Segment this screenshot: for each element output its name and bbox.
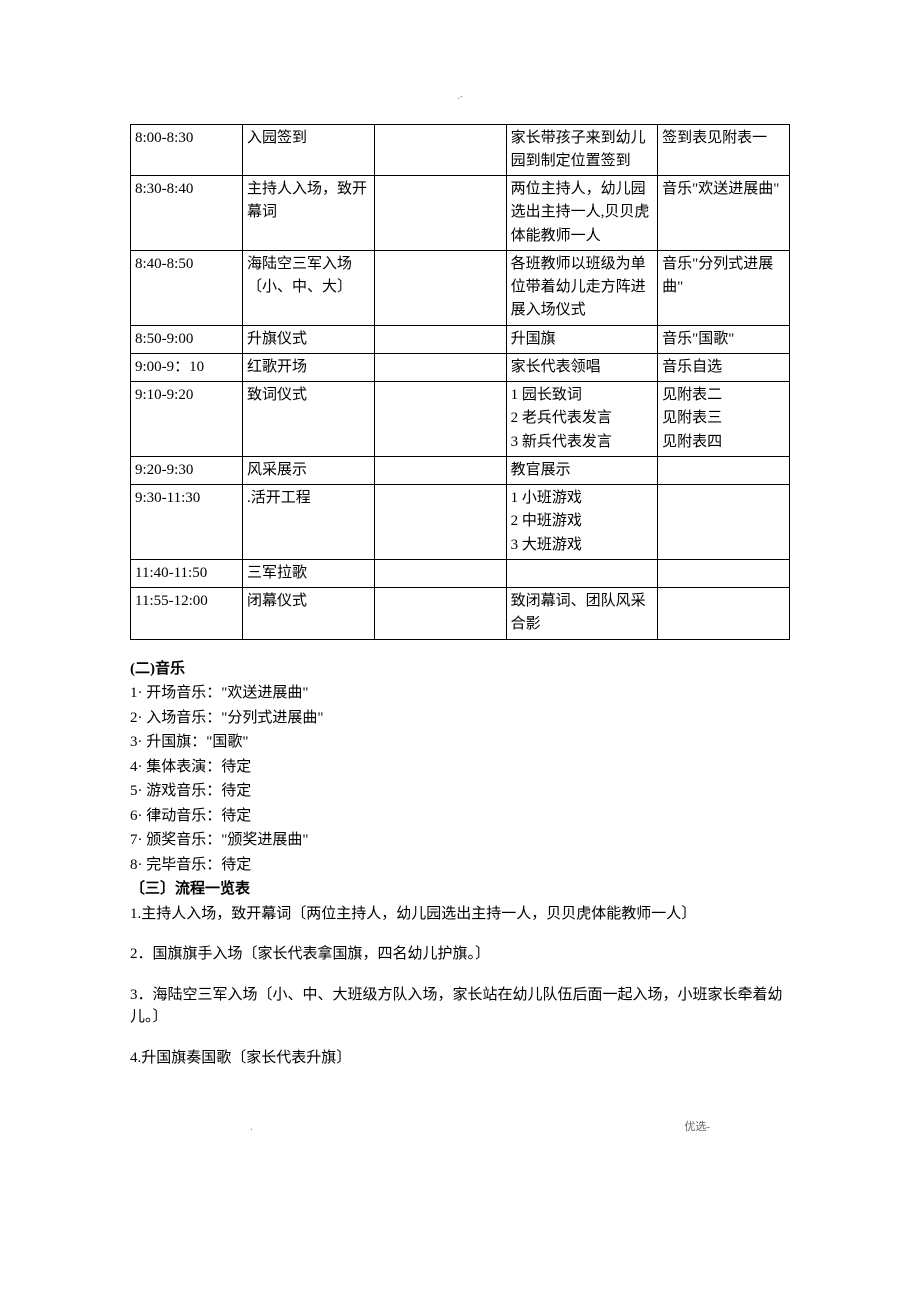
cell-blank bbox=[374, 124, 506, 176]
music-items: 1· 开场音乐："欢送进展曲"2· 入场音乐："分列式进展曲"3· 升国旗："国… bbox=[130, 682, 790, 876]
music-item: 1· 开场音乐："欢送进展曲" bbox=[130, 682, 790, 705]
table-row: 8:30-8:40主持人入场，致开幕词 两位主持人，幼儿园选出主持一人,贝贝虎体能… bbox=[131, 176, 790, 251]
cell-item: 主持人入场，致开幕词 bbox=[243, 176, 375, 251]
cell-note: 音乐"国歌" bbox=[658, 325, 790, 353]
cell-desc: 家长代表领唱 bbox=[506, 353, 658, 381]
page-footer: . 优选- bbox=[130, 1119, 790, 1136]
cell-note bbox=[658, 559, 790, 587]
cell-desc: 两位主持人，幼儿园选出主持一人,贝贝虎体能教师一人 bbox=[506, 176, 658, 251]
cell-desc: 1 园长致词2 老兵代表发言3 新兵代表发言 bbox=[506, 382, 658, 457]
cell-blank bbox=[374, 353, 506, 381]
cell-item: 入园签到 bbox=[243, 124, 375, 176]
cell-desc bbox=[506, 559, 658, 587]
table-row: 11:40-11:50三军拉歌 bbox=[131, 559, 790, 587]
table-row: 8:50-9:00升旗仪式 升国旗音乐"国歌" bbox=[131, 325, 790, 353]
cell-blank bbox=[374, 382, 506, 457]
cell-item: 闭幕仪式 bbox=[243, 588, 375, 640]
cell-desc: 1 小班游戏2 中班游戏3 大班游戏 bbox=[506, 485, 658, 560]
cell-time: 9:20-9:30 bbox=[131, 456, 243, 484]
cell-time: 9:10-9:20 bbox=[131, 382, 243, 457]
process-item: 2．国旗旗手入场〔家长代表拿国旗，四名幼儿护旗。〕 bbox=[130, 943, 790, 966]
table-row: 8:40-8:50海陆空三军入场〔小、中、大〕 各班教师以班级为单位带着幼儿走方阵… bbox=[131, 250, 790, 325]
cell-desc: 各班教师以班级为单位带着幼儿走方阵进展入场仪式 bbox=[506, 250, 658, 325]
cell-time: 11:55-12:00 bbox=[131, 588, 243, 640]
music-item: 7· 颁奖音乐："颁奖进展曲" bbox=[130, 829, 790, 852]
cell-time: 11:40-11:50 bbox=[131, 559, 243, 587]
music-section: (二)音乐 1· 开场音乐："欢送进展曲"2· 入场音乐："分列式进展曲"3· … bbox=[130, 658, 790, 877]
process-section: 〔三〕流程一览表 1.主持人入场，致开幕词〔两位主持人，幼儿园选出主持一人，贝贝… bbox=[130, 878, 790, 1069]
cell-note bbox=[658, 456, 790, 484]
cell-desc: 致闭幕词、团队风采合影 bbox=[506, 588, 658, 640]
table-row: 11:55-12:00闭幕仪式 致闭幕词、团队风采合影 bbox=[131, 588, 790, 640]
cell-note: 音乐自选 bbox=[658, 353, 790, 381]
cell-item: 致词仪式 bbox=[243, 382, 375, 457]
cell-time: 9:00-9：10 bbox=[131, 353, 243, 381]
music-item: 3· 升国旗："国歌" bbox=[130, 731, 790, 754]
table-row: 9:20-9:30风采展示 教官展示 bbox=[131, 456, 790, 484]
cell-desc: 家长带孩子来到幼儿园到制定位置签到 bbox=[506, 124, 658, 176]
table-row: 9:30-11:30.活开工程 1 小班游戏2 中班游戏3 大班游戏 bbox=[131, 485, 790, 560]
table-row: 9:00-9：10红歌开场 家长代表领唱音乐自选 bbox=[131, 353, 790, 381]
cell-item: 风采展示 bbox=[243, 456, 375, 484]
cell-note: 音乐"欢送进展曲" bbox=[658, 176, 790, 251]
cell-item: .活开工程 bbox=[243, 485, 375, 560]
cell-blank bbox=[374, 588, 506, 640]
cell-time: 8:50-9:00 bbox=[131, 325, 243, 353]
cell-desc: 教官展示 bbox=[506, 456, 658, 484]
music-item: 2· 入场音乐："分列式进展曲" bbox=[130, 707, 790, 730]
cell-note: 见附表二见附表三见附表四 bbox=[658, 382, 790, 457]
music-item: 4· 集体表演：待定 bbox=[130, 756, 790, 779]
page-marker-top: .- bbox=[130, 90, 790, 104]
cell-blank bbox=[374, 176, 506, 251]
process-item: 3．海陆空三军入场〔小、中、大班级方队入场，家长站在幼儿队伍后面一起入场，小班家… bbox=[130, 984, 790, 1029]
cell-time: 8:30-8:40 bbox=[131, 176, 243, 251]
schedule-tbody: 8:00-8:30入园签到家长带孩子来到幼儿园到制定位置签到签到表见附表一8:3… bbox=[131, 124, 790, 639]
table-row: 8:00-8:30入园签到 家长带孩子来到幼儿园到制定位置签到签到表见附表一 bbox=[131, 124, 790, 176]
music-heading: (二)音乐 bbox=[130, 658, 790, 681]
process-item: 4.升国旗奏国歌〔家长代表升旗〕 bbox=[130, 1047, 790, 1070]
cell-blank bbox=[374, 485, 506, 560]
cell-item: 红歌开场 bbox=[243, 353, 375, 381]
process-heading: 〔三〕流程一览表 bbox=[130, 878, 790, 901]
cell-blank bbox=[374, 250, 506, 325]
cell-note: 签到表见附表一 bbox=[658, 124, 790, 176]
cell-time: 8:00-8:30 bbox=[131, 124, 243, 176]
music-item: 5· 游戏音乐：待定 bbox=[130, 780, 790, 803]
cell-item: 海陆空三军入场〔小、中、大〕 bbox=[243, 250, 375, 325]
footer-left: . bbox=[250, 1119, 253, 1136]
cell-time: 9:30-11:30 bbox=[131, 485, 243, 560]
music-item: 6· 律动音乐：待定 bbox=[130, 805, 790, 828]
cell-note bbox=[658, 485, 790, 560]
cell-blank bbox=[374, 325, 506, 353]
process-item: 1.主持人入场，致开幕词〔两位主持人，幼儿园选出主持一人，贝贝虎体能教师一人〕 bbox=[130, 903, 790, 926]
schedule-table: 8:00-8:30入园签到家长带孩子来到幼儿园到制定位置签到签到表见附表一8:3… bbox=[130, 124, 790, 640]
cell-note: 音乐"分列式进展曲" bbox=[658, 250, 790, 325]
table-row: 9:10-9:20致词仪式 1 园长致词2 老兵代表发言3 新兵代表发言见附表二见… bbox=[131, 382, 790, 457]
cell-item: 三军拉歌 bbox=[243, 559, 375, 587]
process-items: 1.主持人入场，致开幕词〔两位主持人，幼儿园选出主持一人，贝贝虎体能教师一人〕 2… bbox=[130, 903, 790, 1070]
cell-item: 升旗仪式 bbox=[243, 325, 375, 353]
music-item: 8· 完毕音乐：待定 bbox=[130, 854, 790, 877]
cell-blank bbox=[374, 559, 506, 587]
cell-blank bbox=[374, 456, 506, 484]
footer-right: 优选- bbox=[684, 1119, 710, 1136]
cell-note bbox=[658, 588, 790, 640]
cell-desc: 升国旗 bbox=[506, 325, 658, 353]
cell-time: 8:40-8:50 bbox=[131, 250, 243, 325]
